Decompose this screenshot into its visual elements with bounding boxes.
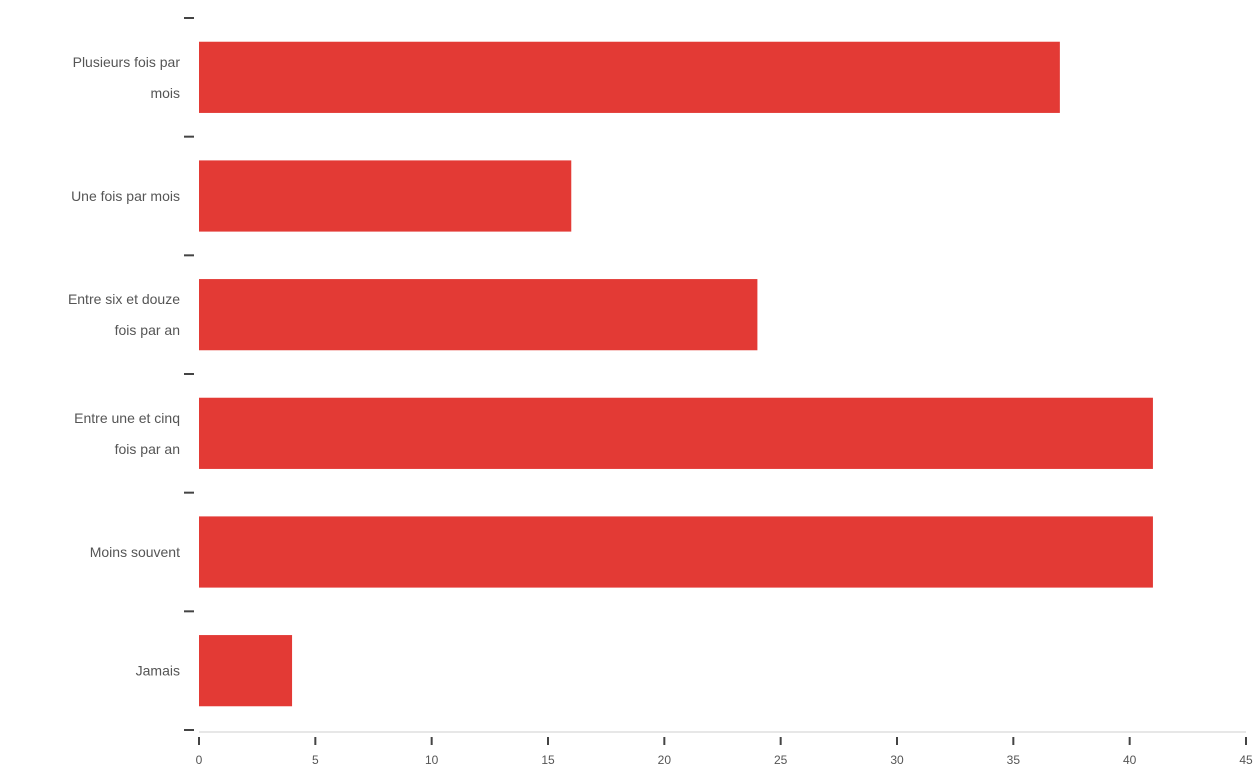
category-label-line: mois [150, 85, 180, 101]
category-label-line: Jamais [136, 663, 180, 679]
x-tick-label: 5 [312, 753, 319, 767]
category-label-line: Plusieurs fois par [73, 54, 181, 70]
bar [199, 41, 1060, 113]
category-label-line: Entre six et douze [68, 291, 180, 307]
x-tick-label: 25 [774, 753, 788, 767]
x-tick-label: 35 [1007, 753, 1021, 767]
bar [199, 397, 1153, 469]
category-label-line: fois par an [115, 441, 180, 457]
category-label: Jamais [136, 663, 180, 679]
category-label: Plusieurs fois par mois [73, 54, 181, 101]
x-tick-label: 0 [196, 753, 203, 767]
bar [199, 160, 572, 232]
bar [199, 635, 293, 707]
x-tick-label: 15 [541, 753, 555, 767]
category-label-line: Entre une et cinq [74, 410, 180, 426]
x-tick-label: 45 [1239, 753, 1253, 767]
category-label-line: Moins souvent [90, 544, 180, 560]
bar [199, 516, 1153, 588]
bar [199, 279, 758, 351]
x-tick-label: 10 [425, 753, 439, 767]
category-label: Une fois par mois [71, 188, 180, 204]
x-tick-label: 20 [658, 753, 672, 767]
category-label-line: Une fois par mois [71, 188, 180, 204]
category-label: Entre six et douze fois par an [68, 291, 180, 338]
category-label-line: fois par an [115, 322, 180, 338]
x-tick-label: 30 [890, 753, 904, 767]
category-label: Entre une et cinq fois par an [74, 410, 180, 457]
x-tick-label: 40 [1123, 753, 1137, 767]
category-label: Moins souvent [90, 544, 180, 560]
